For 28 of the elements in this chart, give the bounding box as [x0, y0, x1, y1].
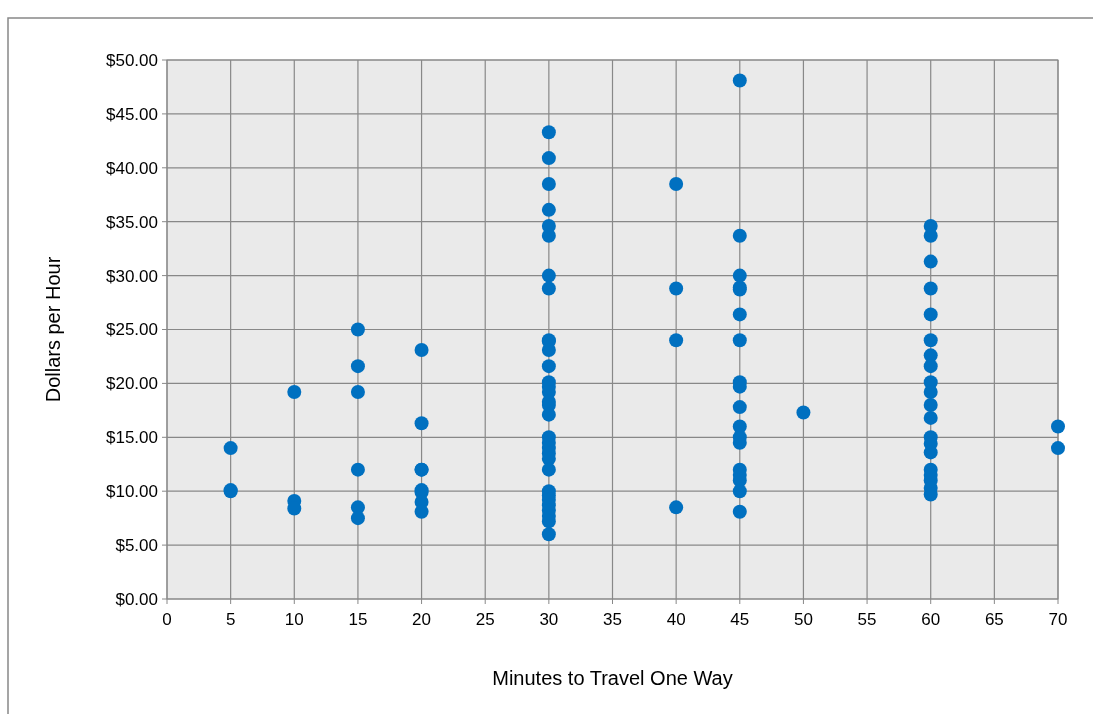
x-tick-label: 15 [348, 610, 368, 629]
x-tick-label: 70 [1048, 610, 1068, 629]
y-tick-label: $25.00 [106, 320, 158, 340]
y-tick-label: $5.00 [115, 536, 158, 556]
x-tick-label: 20 [412, 610, 432, 629]
x-tick-label: 55 [857, 610, 877, 629]
y-tick-label: $45.00 [106, 104, 158, 124]
x-tick-label: 5 [225, 610, 236, 629]
y-tick-label: $30.00 [106, 266, 158, 286]
x-tick-label: 45 [730, 610, 750, 629]
x-tick-label: 10 [284, 610, 304, 629]
y-tick-label: $20.00 [106, 374, 158, 394]
y-tick-label: $35.00 [106, 212, 158, 232]
y-axis-title: Dollars per Hour [42, 256, 64, 403]
y-tick-label: $0.00 [115, 589, 158, 609]
y-tick-label: $50.00 [106, 50, 158, 70]
y-tick-label: $40.00 [106, 158, 158, 178]
y-tick-label: $10.00 [106, 482, 158, 502]
x-tick-label: 60 [921, 610, 941, 629]
x-tick-label: 25 [475, 610, 495, 629]
x-tick-label: 40 [666, 610, 686, 629]
x-axis-title: Minutes to Travel One Way [492, 667, 733, 689]
x-tick-label: 35 [603, 610, 622, 629]
y-tick-label: $15.00 [106, 428, 158, 448]
x-tick-label: 30 [539, 610, 559, 629]
x-tick-label: 0 [162, 610, 172, 629]
x-tick-label: 65 [984, 610, 1004, 629]
x-tick-label: 50 [793, 610, 813, 629]
